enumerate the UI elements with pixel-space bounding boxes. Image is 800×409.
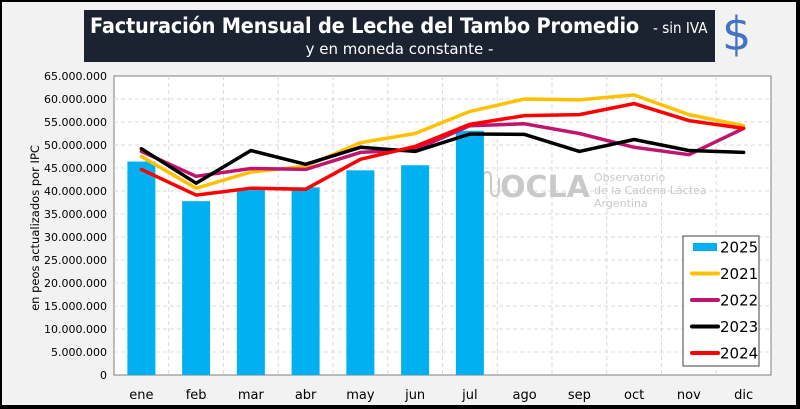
y-tick-label: 35.000.000 — [44, 208, 107, 221]
chart-title-suffix: - sin IVA — [652, 19, 707, 37]
line-2022 — [139, 122, 746, 179]
line-2023 — [139, 132, 746, 185]
y-tick-label: 15.000.000 — [44, 300, 107, 313]
legend-label-2023: 2023 — [720, 318, 758, 336]
watermark-line3: Argentina — [594, 197, 648, 210]
x-tick-label: ago — [513, 388, 537, 403]
y-axis-ticks: 0 5.000.000 10.000.000 15.000.000 20.000.000… — [44, 70, 107, 382]
ocla-watermark: OCLA Observatorio de la Cadena Láctea Ar… — [474, 170, 707, 210]
x-tick-label: may — [346, 388, 375, 403]
x-tick-label: nov — [677, 388, 701, 403]
y-tick-label: 50.000.000 — [44, 139, 107, 152]
y-tick-label: 25.000.000 — [44, 254, 107, 267]
y-tick-label: 55.000.000 — [44, 116, 107, 129]
watermark-line1: Observatorio — [594, 171, 666, 184]
chart-title: Facturación Mensual de Leche del Tambo P… — [90, 14, 640, 38]
y-tick-label: 60.000.000 — [44, 93, 107, 106]
bar-2025-may — [346, 170, 375, 375]
dollar-sign-icon: $ — [722, 7, 752, 61]
bar-2025-mar — [236, 190, 265, 375]
legend-label-2021: 2021 — [720, 265, 758, 283]
x-axis-ticks: ene feb mar abr may jun jul ago sep oct nov dic — [129, 388, 753, 403]
y-tick-label: 5.000.000 — [51, 346, 107, 359]
x-tick-label: mar — [238, 388, 265, 403]
y-tick-label: 65.000.000 — [44, 70, 107, 83]
y-tick-label: 10.000.000 — [44, 323, 107, 336]
y-tick-label: 20.000.000 — [44, 277, 107, 290]
watermark-line2: de la Cadena Láctea — [594, 184, 707, 197]
x-tick-label: jun — [404, 388, 425, 403]
x-tick-label: dic — [734, 388, 753, 403]
legend-swatch-2025 — [693, 243, 717, 251]
bar-2025-jul — [455, 130, 484, 375]
x-tick-label: sep — [568, 388, 591, 403]
y-tick-label: 0 — [100, 369, 107, 382]
legend: 2025 2021 2022 2023 2024 — [682, 235, 760, 367]
bar-2025-jun — [401, 165, 430, 375]
x-tick-label: feb — [186, 388, 207, 403]
bar-2025-ene — [127, 161, 156, 375]
line-2021 — [139, 93, 746, 190]
y-axis-title: en peos actualizados por IPC — [28, 145, 42, 311]
bars-2025 — [127, 130, 484, 375]
line-series — [139, 93, 746, 197]
y-tick-label: 30.000.000 — [44, 231, 107, 244]
chart-subtitle: y en moneda constante - — [305, 40, 494, 58]
x-tick-label: jul — [461, 388, 477, 403]
legend-label-2025: 2025 — [720, 239, 758, 257]
watermark-logo: OCLA — [500, 170, 591, 205]
x-tick-label: oct — [624, 388, 644, 403]
legend-label-2022: 2022 — [720, 292, 758, 310]
bar-2025-abr — [291, 187, 320, 375]
title-banner: Facturación Mensual de Leche del Tambo P… — [84, 10, 715, 62]
legend-label-2024: 2024 — [720, 345, 758, 363]
bar-2025-feb — [182, 201, 211, 375]
x-tick-label: abr — [295, 388, 317, 403]
line-2024 — [139, 101, 746, 197]
y-tick-label: 40.000.000 — [44, 185, 107, 198]
x-tick-label: ene — [129, 388, 153, 403]
y-tick-label: 45.000.000 — [44, 162, 107, 175]
